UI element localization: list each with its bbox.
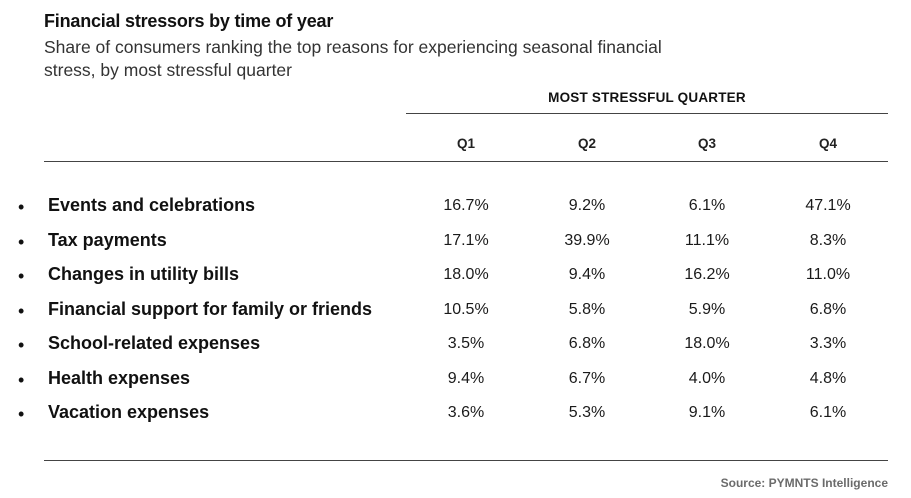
table-cell-q4: 8.3% <box>809 231 847 249</box>
table-cell-q4: 11.0% <box>805 266 851 283</box>
table-row: • Tax payments 17.1% 39.9% 11.1% 8.3% <box>0 230 911 264</box>
table-cell-q1: 3.6% <box>447 404 485 421</box>
table-cell-q1: 3.5% <box>447 335 485 352</box>
bullet-icon: • <box>18 404 25 424</box>
table-cell-q1: 18.0% <box>443 266 489 283</box>
table-cell-q2: 9.4% <box>568 266 606 283</box>
table-cell-q2: 5.8% <box>568 300 606 318</box>
table-cell-q1: 16.7% <box>443 197 489 214</box>
table-cell-q2: 5.3% <box>568 404 606 421</box>
row-label: Tax payments <box>48 229 167 250</box>
bullet-icon: • <box>18 335 25 355</box>
table-cell-q2: 9.2% <box>568 197 606 214</box>
bullet-icon: • <box>18 300 25 321</box>
table-cell-q1: 17.1% <box>443 231 489 249</box>
table-cell-q3: 6.1% <box>688 197 726 214</box>
table-row: • Events and celebrations 16.7% 9.2% 6.1% 47.… <box>0 195 911 229</box>
row-label: Changes in utility bills <box>48 264 240 284</box>
table-row: • Vacation expenses 3.6% 5.3% 9.1% 6.1% <box>0 402 911 436</box>
table-cell-q3: 4.0% <box>688 369 726 387</box>
table-cell-q4: 4.8% <box>809 369 847 387</box>
table-cell-q2: 6.7% <box>568 369 606 387</box>
column-header-q4: Q4 <box>818 136 837 151</box>
table-cell-q4: 47.1% <box>805 197 851 214</box>
bullet-icon: • <box>18 231 25 252</box>
chart-subtitle: Share of consumers ranking the top reaso… <box>44 37 662 80</box>
table-row: • School-related expenses 3.5% 6.8% 18.0% 3.3… <box>0 333 911 367</box>
group-header-rule <box>406 113 888 114</box>
bullet-icon: • <box>18 369 25 390</box>
bullet-icon: • <box>18 266 25 286</box>
row-label: Vacation expenses <box>48 402 210 422</box>
table-cell-q2: 39.9% <box>564 231 610 249</box>
table-cell-q4: 6.8% <box>809 300 847 318</box>
table-bottom-rule <box>44 460 888 461</box>
table-cell-q3: 16.2% <box>684 266 730 283</box>
table-cell-q4: 3.3% <box>809 335 847 352</box>
table-row: • Health expenses 9.4% 6.7% 4.0% 4.8% <box>0 368 911 402</box>
bullet-icon: • <box>18 197 25 217</box>
chart-title: Financial stressors by time of year <box>44 11 334 31</box>
table-cell-q3: 5.9% <box>688 300 726 318</box>
table-cell-q2: 6.8% <box>568 335 606 352</box>
table-cell-q1: 10.5% <box>443 300 489 318</box>
header-bottom-rule <box>44 161 888 162</box>
row-label: Financial support for family or friends <box>48 298 373 319</box>
column-header-q2: Q2 <box>577 136 596 151</box>
table-cell-q3: 18.0% <box>684 335 730 352</box>
row-label: Events and celebrations <box>48 195 256 215</box>
table-cell-q3: 9.1% <box>688 404 726 421</box>
column-header-q3: Q3 <box>697 136 716 151</box>
table-cell-q1: 9.4% <box>447 369 485 387</box>
table-cell-q3: 11.1% <box>684 231 730 249</box>
column-group-header: MOST STRESSFUL QUARTER <box>548 90 746 105</box>
table-cell-q4: 6.1% <box>809 404 847 421</box>
table-row: • Financial support for family or friends… <box>0 299 911 333</box>
source-note: Source: PYMNTS Intelligence <box>720 476 888 490</box>
row-label: School-related expenses <box>48 333 261 353</box>
row-label: Health expenses <box>48 367 191 388</box>
table-row: • Changes in utility bills 18.0% 9.4% 16.2% 1… <box>0 264 911 298</box>
column-header-q1: Q1 <box>456 136 475 151</box>
